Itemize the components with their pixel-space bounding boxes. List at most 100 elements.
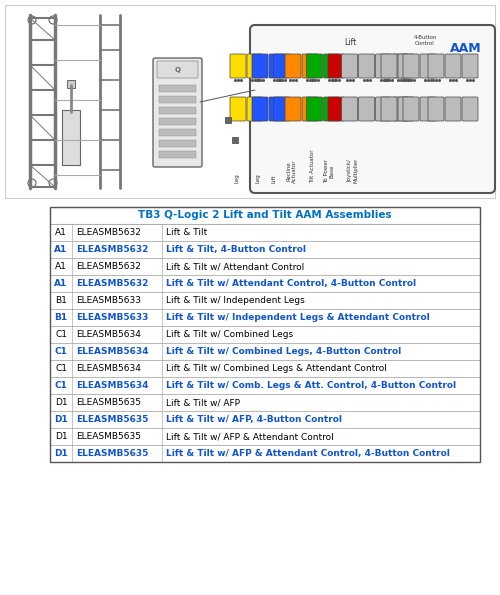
FancyBboxPatch shape <box>285 97 301 121</box>
Bar <box>50 207 480 462</box>
FancyBboxPatch shape <box>247 97 263 121</box>
Text: Lift & Tilt, 4-Button Control: Lift & Tilt, 4-Button Control <box>166 245 306 254</box>
Bar <box>50 377 480 394</box>
Bar <box>67 80 75 88</box>
Bar <box>5 5 495 198</box>
Text: Lift & Tilt w/ Combined Legs: Lift & Tilt w/ Combined Legs <box>166 330 293 339</box>
Text: Lift & Tilt w/ Independent Legs: Lift & Tilt w/ Independent Legs <box>166 296 305 305</box>
FancyBboxPatch shape <box>381 54 397 78</box>
FancyBboxPatch shape <box>274 97 289 121</box>
Bar <box>159 151 196 158</box>
FancyBboxPatch shape <box>403 97 419 121</box>
Bar <box>50 207 480 224</box>
FancyBboxPatch shape <box>376 97 392 121</box>
FancyBboxPatch shape <box>153 58 202 167</box>
FancyBboxPatch shape <box>398 54 414 78</box>
Text: ELEASMB5635: ELEASMB5635 <box>76 449 148 458</box>
Text: Lift & Tilt w/ Comb. Legs & Att. Control, 4-Button Control: Lift & Tilt w/ Comb. Legs & Att. Control… <box>166 381 456 390</box>
Text: ELEASMB5633: ELEASMB5633 <box>76 313 148 322</box>
Text: ELEASMB5635: ELEASMB5635 <box>76 415 148 424</box>
FancyBboxPatch shape <box>285 54 301 78</box>
Bar <box>50 241 480 258</box>
Text: D1: D1 <box>54 398 68 407</box>
FancyBboxPatch shape <box>358 97 374 121</box>
Text: Leg: Leg <box>234 173 239 183</box>
Text: A1: A1 <box>55 228 67 237</box>
Text: ELEASMB5632: ELEASMB5632 <box>76 245 148 254</box>
FancyBboxPatch shape <box>342 97 357 121</box>
Text: Leg: Leg <box>256 173 260 183</box>
Text: C1: C1 <box>54 347 68 356</box>
Text: C1: C1 <box>55 364 67 373</box>
Text: A1: A1 <box>54 245 68 254</box>
Text: ELEASMB5634: ELEASMB5634 <box>76 330 141 339</box>
Text: ELEASMB5632: ELEASMB5632 <box>76 279 148 288</box>
Text: ELEASMB5634: ELEASMB5634 <box>76 364 141 373</box>
Bar <box>50 411 480 428</box>
Text: 4-Button
Control: 4-Button Control <box>413 35 437 46</box>
Text: ELEASMB5635: ELEASMB5635 <box>76 432 141 441</box>
FancyBboxPatch shape <box>247 54 263 78</box>
Bar <box>50 258 480 275</box>
FancyBboxPatch shape <box>398 97 414 121</box>
Text: ELEASMB5632: ELEASMB5632 <box>76 228 141 237</box>
Text: ELEASMB5634: ELEASMB5634 <box>76 381 148 390</box>
FancyBboxPatch shape <box>252 97 268 121</box>
Text: Lift & Tilt w/ Combined Legs & Attendant Control: Lift & Tilt w/ Combined Legs & Attendant… <box>166 364 387 373</box>
FancyBboxPatch shape <box>392 54 408 78</box>
FancyBboxPatch shape <box>428 54 444 78</box>
FancyBboxPatch shape <box>342 54 357 78</box>
Text: Lift & Tilt w/ AFP & Attendant Control: Lift & Tilt w/ AFP & Attendant Control <box>166 432 334 441</box>
Text: C1: C1 <box>54 381 68 390</box>
Bar <box>159 140 196 147</box>
Text: Lift: Lift <box>272 174 277 183</box>
FancyBboxPatch shape <box>324 54 340 78</box>
Text: Lift & Tilt w/ Combined Legs, 4-Button Control: Lift & Tilt w/ Combined Legs, 4-Button C… <box>166 347 401 356</box>
FancyBboxPatch shape <box>392 97 408 121</box>
FancyBboxPatch shape <box>269 54 285 78</box>
FancyBboxPatch shape <box>445 97 461 121</box>
Text: C1: C1 <box>55 330 67 339</box>
FancyBboxPatch shape <box>403 54 419 78</box>
Text: B1: B1 <box>55 296 67 305</box>
FancyBboxPatch shape <box>445 54 461 78</box>
FancyBboxPatch shape <box>324 97 340 121</box>
Bar <box>50 445 480 462</box>
FancyBboxPatch shape <box>230 54 246 78</box>
FancyBboxPatch shape <box>250 25 495 193</box>
FancyBboxPatch shape <box>462 97 478 121</box>
Text: ELEASMB5634: ELEASMB5634 <box>76 347 148 356</box>
Bar <box>50 326 480 343</box>
Text: Lift & Tilt w/ Independent Legs & Attendant Control: Lift & Tilt w/ Independent Legs & Attend… <box>166 313 430 322</box>
Text: D1: D1 <box>54 415 68 424</box>
Text: Lift & Tilt w/ Attendant Control: Lift & Tilt w/ Attendant Control <box>166 262 304 271</box>
Text: D1: D1 <box>54 449 68 458</box>
Text: A1: A1 <box>55 262 67 271</box>
Text: A1: A1 <box>54 279 68 288</box>
Text: B1: B1 <box>54 313 68 322</box>
Bar <box>159 129 196 136</box>
Bar <box>159 118 196 125</box>
Text: Recline
Actuator: Recline Actuator <box>286 159 296 183</box>
Text: Lift & Tilt w/ Attendant Control, 4-Button Control: Lift & Tilt w/ Attendant Control, 4-Butt… <box>166 279 416 288</box>
Text: ELEASMB5635: ELEASMB5635 <box>76 398 141 407</box>
Text: To Power
Base: To Power Base <box>324 159 334 183</box>
Text: Tilt Actuator: Tilt Actuator <box>310 149 316 183</box>
FancyBboxPatch shape <box>328 54 344 78</box>
Bar <box>50 360 480 377</box>
FancyBboxPatch shape <box>230 97 246 121</box>
FancyBboxPatch shape <box>462 54 478 78</box>
Bar <box>50 224 480 241</box>
Text: Lift: Lift <box>344 38 356 47</box>
Text: AAM: AAM <box>450 42 482 55</box>
Bar <box>50 394 480 411</box>
Text: Lift & Tilt w/ AFP, 4-Button Control: Lift & Tilt w/ AFP, 4-Button Control <box>166 415 342 424</box>
Text: D1: D1 <box>54 432 68 441</box>
Bar <box>159 107 196 114</box>
Bar <box>50 292 480 309</box>
Bar <box>50 275 480 292</box>
Bar <box>50 343 480 360</box>
FancyBboxPatch shape <box>302 97 318 121</box>
FancyBboxPatch shape <box>420 54 436 78</box>
FancyBboxPatch shape <box>376 54 392 78</box>
